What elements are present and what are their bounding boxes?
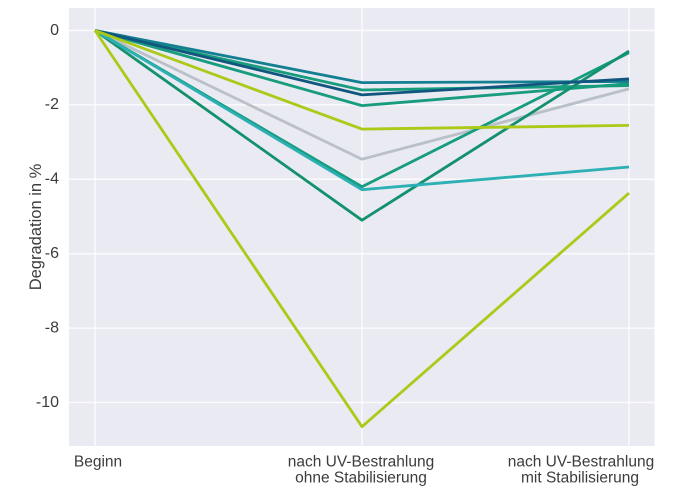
svg-text:mit Stabilisierung: mit Stabilisierung (521, 470, 639, 487)
svg-text:-6: -6 (45, 245, 59, 262)
svg-text:nach UV-Bestrahlung: nach UV-Bestrahlung (508, 454, 654, 471)
svg-text:-10: -10 (36, 394, 59, 411)
svg-text:ohne Stabilisierung: ohne Stabilisierung (295, 470, 427, 487)
svg-text:0: 0 (50, 22, 59, 39)
svg-text:-2: -2 (45, 96, 59, 113)
svg-text:Degradation in %: Degradation in % (27, 163, 45, 290)
svg-text:-8: -8 (45, 319, 59, 336)
svg-text:nach UV-Bestrahlung: nach UV-Bestrahlung (288, 454, 434, 471)
svg-text:Beginn: Beginn (74, 454, 122, 471)
svg-text:-4: -4 (45, 171, 59, 188)
